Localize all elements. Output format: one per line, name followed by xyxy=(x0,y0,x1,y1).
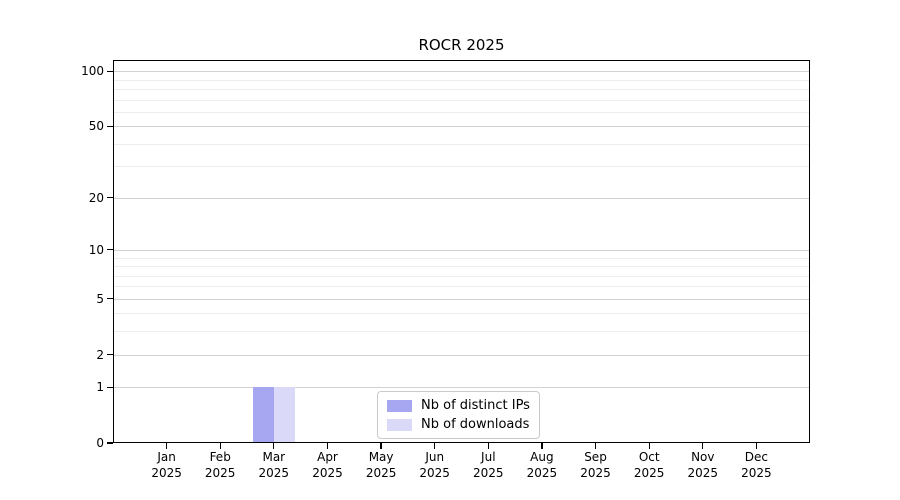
x-tick-label: Jun 2025 xyxy=(405,449,465,481)
y-tick-label: 10 xyxy=(88,242,104,257)
x-tick-mark xyxy=(326,443,329,449)
x-tick-year: 2025 xyxy=(312,466,343,480)
chart-title: ROCR 2025 xyxy=(418,36,505,54)
minor-gridline xyxy=(113,99,810,101)
x-axis: Jan 2025 Feb 2025 Mar 2025 Apr 2025 May 2025 Jun 20… xyxy=(113,443,810,500)
y-tick-mark xyxy=(107,249,113,251)
major-gridline xyxy=(113,126,810,128)
x-tick-month: Aug xyxy=(530,450,554,464)
x-tick-month: Mar xyxy=(262,450,286,464)
x-tick-mark xyxy=(594,443,597,449)
bar-nb-of-distinct-ips xyxy=(252,387,274,443)
minor-gridline xyxy=(113,313,810,315)
y-axis: 0 1 2 5 10 20 50 100 xyxy=(0,60,113,450)
y-tick-mark xyxy=(107,297,113,300)
minor-gridline xyxy=(113,111,810,113)
axes-spine xyxy=(113,60,810,443)
x-tick-label: Jul 2025 xyxy=(458,449,518,481)
x-tick-month: Jan xyxy=(157,450,176,464)
x-tick-mark xyxy=(165,443,168,449)
minor-gridline xyxy=(113,286,810,288)
x-tick-label: Oct 2025 xyxy=(619,449,679,481)
y-tick-mark xyxy=(107,353,113,356)
x-tick-year: 2025 xyxy=(473,466,504,480)
x-tick-mark xyxy=(755,443,758,449)
x-tick-mark xyxy=(273,443,275,449)
x-tick-month: Sep xyxy=(584,450,607,464)
x-tick-label: Dec 2025 xyxy=(726,449,786,481)
x-tick-year: 2025 xyxy=(633,466,665,480)
x-tick-month: Apr xyxy=(317,450,338,464)
y-tick-label: 2 xyxy=(96,347,104,362)
x-tick-month: Jun xyxy=(425,450,445,464)
minor-gridline xyxy=(113,143,810,145)
minor-gridline xyxy=(113,257,810,259)
legend-swatch-distinct-ips-icon xyxy=(387,399,412,412)
x-tick-mark xyxy=(702,443,704,449)
x-tick-year: 2025 xyxy=(741,466,772,480)
x-tick-year: 2025 xyxy=(365,466,397,480)
y-tick-label: 20 xyxy=(88,190,104,205)
x-tick-year: 2025 xyxy=(151,466,182,480)
x-tick-year: 2025 xyxy=(580,466,611,480)
y-tick-label: 5 xyxy=(96,291,104,306)
legend: Nb of distinct IPs Nb of downloads xyxy=(377,391,540,439)
x-tick-label: Nov 2025 xyxy=(673,449,733,481)
x-tick-label: Feb 2025 xyxy=(190,449,250,481)
legend-item-distinct-ips: Nb of distinct IPs xyxy=(387,398,530,413)
y-tick-mark xyxy=(107,442,113,444)
x-tick-mark xyxy=(487,443,489,449)
x-tick-label: Aug 2025 xyxy=(512,449,572,481)
x-tick-month: Feb xyxy=(209,450,231,464)
x-tick-year: 2025 xyxy=(204,466,236,480)
x-tick-year: 2025 xyxy=(687,466,719,480)
y-tick-mark xyxy=(107,386,113,388)
x-tick-mark xyxy=(648,443,650,449)
y-tick-mark xyxy=(107,125,113,127)
x-tick-label: May 2025 xyxy=(351,449,411,481)
x-tick-month: Dec xyxy=(744,450,768,464)
minor-gridline xyxy=(113,266,810,267)
x-tick-label: Mar 2025 xyxy=(244,449,304,481)
x-tick-mark xyxy=(434,443,436,449)
x-tick-month: Jul xyxy=(481,450,496,464)
y-tick-mark xyxy=(107,70,113,72)
minor-gridline xyxy=(113,88,810,90)
legend-label-downloads: Nb of downloads xyxy=(421,417,530,432)
x-tick-mark xyxy=(541,443,543,449)
major-gridline xyxy=(113,298,810,300)
legend-item-downloads: Nb of downloads xyxy=(387,417,530,432)
x-tick-year: 2025 xyxy=(419,466,450,480)
y-tick-mark xyxy=(107,197,113,199)
bar-nb-of-downloads xyxy=(273,387,295,443)
major-gridline xyxy=(113,249,810,251)
major-gridline xyxy=(113,71,810,73)
x-tick-label: Sep 2025 xyxy=(566,449,626,481)
minor-gridline xyxy=(113,166,810,168)
x-tick-year: 2025 xyxy=(526,466,558,480)
x-tick-month: Nov xyxy=(691,450,715,464)
plot-area: Nb of distinct IPs Nb of downloads xyxy=(113,60,810,443)
y-tick-label: 100 xyxy=(81,64,104,79)
x-tick-month: Oct xyxy=(638,450,660,464)
legend-label-distinct-ips: Nb of distinct IPs xyxy=(421,398,530,413)
major-gridline xyxy=(113,197,810,199)
y-tick-label: 1 xyxy=(96,380,104,395)
major-gridline xyxy=(113,387,810,389)
minor-gridline xyxy=(113,275,810,277)
x-tick-mark xyxy=(380,443,382,449)
x-tick-label: Jan 2025 xyxy=(137,449,197,481)
major-gridline xyxy=(113,354,810,356)
minor-gridline xyxy=(113,331,810,333)
x-tick-mark xyxy=(219,443,221,449)
y-tick-label: 50 xyxy=(88,119,104,134)
minor-gridline xyxy=(113,79,810,81)
legend-swatch-downloads-icon xyxy=(387,418,412,431)
y-tick-label: 0 xyxy=(96,436,104,450)
x-tick-month: May xyxy=(368,450,394,464)
x-tick-year: 2025 xyxy=(258,466,290,480)
x-tick-label: Apr 2025 xyxy=(298,449,358,481)
